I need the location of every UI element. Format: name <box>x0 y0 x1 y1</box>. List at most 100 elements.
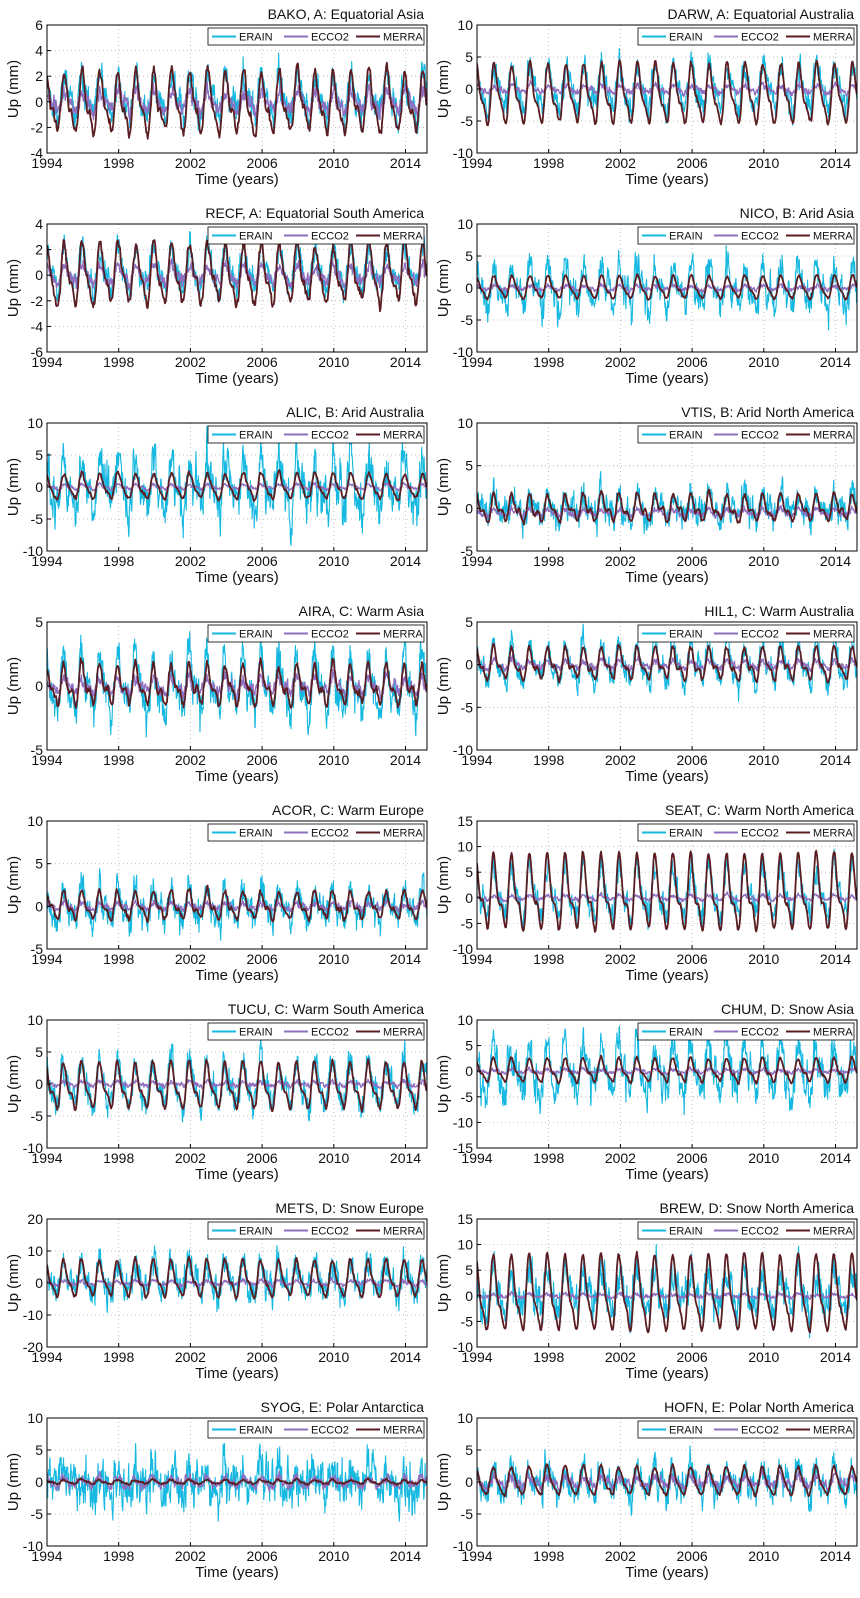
series-line-ecco2 <box>477 1290 857 1301</box>
x-tick-label: 1994 <box>461 752 492 768</box>
plot-area <box>477 423 857 551</box>
legend: ERAIN ECCO2 MERRA <box>207 226 425 245</box>
legend-label-merra: MERRA <box>383 1226 423 1238</box>
y-tick-label: 10 <box>457 216 473 232</box>
y-tick-label: 5 <box>35 614 43 630</box>
y-tick-label: -10 <box>453 941 473 957</box>
x-axis-label: Time (years) <box>625 569 709 586</box>
x-tick-label: 1994 <box>31 1349 62 1365</box>
x-tick-label: 2002 <box>605 155 636 171</box>
axes-box <box>46 24 428 154</box>
chart-title: TUCU, C: Warm South America <box>228 1001 425 1017</box>
legend: ERAIN ECCO2 MERRA <box>207 1022 425 1041</box>
x-tick-label: 2010 <box>748 752 779 768</box>
y-tick-label: -10 <box>453 1114 473 1130</box>
chart-panel-7: 1994 1998 2002 2006 2010 2014 -10 -5 0 5 Time (yea… <box>430 597 860 796</box>
series-line-ecco2 <box>47 81 427 121</box>
y-tick-label: 10 <box>457 415 473 431</box>
legend-label-merra: MERRA <box>813 828 853 840</box>
y-tick-label: 0 <box>35 267 43 283</box>
chart-panel-3: 1994 1998 2002 2006 2010 2014 -10 -5 0 5 10 Time (y… <box>430 199 860 398</box>
x-tick-label: 2014 <box>390 752 421 768</box>
y-tick-label: -5 <box>31 511 44 527</box>
legend: ERAIN ECCO2 MERRA <box>207 1221 425 1240</box>
x-tick-label: 2014 <box>390 155 421 171</box>
y-tick-label: 0 <box>35 898 43 914</box>
legend: ERAIN ECCO2 MERRA <box>207 425 425 444</box>
legend-box <box>207 1022 425 1041</box>
x-tick-label: 1994 <box>461 155 492 171</box>
x-tick-label: 2014 <box>390 1548 421 1564</box>
x-tick-label: 1998 <box>103 553 134 569</box>
legend: ERAIN ECCO2 MERRA <box>637 1221 855 1240</box>
y-tick-label: 0 <box>35 1076 43 1092</box>
y-tick-label: -5 <box>461 113 474 129</box>
y-tick-label: 15 <box>457 1211 473 1227</box>
y-tick-label: 0 <box>465 500 473 516</box>
x-tick-label: 2006 <box>677 1548 708 1564</box>
legend-box <box>637 226 855 245</box>
chart-title: VTIS, B: Arid North America <box>681 404 854 420</box>
plot-area <box>47 821 427 949</box>
x-tick-label: 2002 <box>175 1548 206 1564</box>
x-tick-label: 1998 <box>103 1150 134 1166</box>
series-line-ecco2 <box>477 282 857 294</box>
series-line-ecco2 <box>477 1065 857 1076</box>
x-tick-label: 1998 <box>103 1349 134 1365</box>
chart-title: ALIC, B: Arid Australia <box>286 404 424 420</box>
legend-label-ecco2: ECCO2 <box>311 828 349 840</box>
x-axis-label: Time (years) <box>625 171 709 188</box>
legend-label-merra: MERRA <box>813 629 853 641</box>
y-tick-label: 5 <box>465 1038 473 1054</box>
legend-box <box>207 226 425 245</box>
y-tick-label: 0 <box>35 1474 43 1490</box>
y-tick-label: -10 <box>453 145 473 161</box>
y-tick-label: 5 <box>465 248 473 264</box>
y-tick-label: -4 <box>31 145 44 161</box>
legend-label-merra: MERRA <box>383 629 423 641</box>
legend-label-erain: ERAIN <box>669 828 703 840</box>
x-tick-label: 2002 <box>605 1548 636 1564</box>
y-tick-label: 5 <box>35 856 43 872</box>
y-axis-label: Up (mm) <box>435 259 452 317</box>
chart-panel-15: 1994 1998 2002 2006 2010 2014 -10 -5 0 5 10 Time (y… <box>430 1393 860 1592</box>
x-tick-label: 1998 <box>533 951 564 967</box>
legend-label-merra: MERRA <box>813 32 853 44</box>
chart-svg: 1994 1998 2002 2006 2010 2014 -10 -5 0 5 10 Time (y… <box>435 1399 858 1581</box>
legend-label-erain: ERAIN <box>669 430 703 442</box>
legend-label-merra: MERRA <box>383 430 423 442</box>
legend-label-merra: MERRA <box>383 32 423 44</box>
y-axis-label: Up (mm) <box>5 259 22 317</box>
y-tick-label: 10 <box>457 1012 473 1028</box>
legend: ERAIN ECCO2 MERRA <box>207 1420 425 1439</box>
legend-label-erain: ERAIN <box>669 1425 703 1437</box>
axes-box <box>476 621 858 751</box>
y-tick-label: 10 <box>457 839 473 855</box>
x-tick-label: 1998 <box>103 1548 134 1564</box>
chart-panel-10: 1994 1998 2002 2006 2010 2014 -10 -5 0 5 10 Time (y… <box>0 995 430 1194</box>
axes-box <box>476 820 858 950</box>
x-tick-label: 1998 <box>533 155 564 171</box>
x-tick-label: 2010 <box>318 354 349 370</box>
series-line-ecco2 <box>477 654 857 673</box>
x-tick-label: 2014 <box>390 1150 421 1166</box>
x-tick-label: 2010 <box>318 553 349 569</box>
x-tick-label: 1998 <box>103 752 134 768</box>
legend-label-ecco2: ECCO2 <box>741 629 779 641</box>
chart-svg: 1994 1998 2002 2006 2010 2014 -10 -5 0 5 Time (yea… <box>435 603 858 785</box>
legend-label-ecco2: ECCO2 <box>741 430 779 442</box>
legend-label-merra: MERRA <box>813 231 853 243</box>
chart-svg: 1994 1998 2002 2006 2010 2014 -5 0 5 Time (years)… <box>5 603 428 785</box>
x-axis-label: Time (years) <box>625 768 709 785</box>
x-tick-label: 2014 <box>820 752 851 768</box>
series-line-erain <box>47 425 427 546</box>
legend-label-ecco2: ECCO2 <box>311 32 349 44</box>
chart-panel-9: 1994 1998 2002 2006 2010 2014 -10 -5 0 5 10 15 Time … <box>430 796 860 995</box>
x-tick-label: 1994 <box>461 354 492 370</box>
chart-title: ACOR, C: Warm Europe <box>272 802 424 818</box>
legend-label-erain: ERAIN <box>669 231 703 243</box>
y-tick-label: 4 <box>35 216 43 232</box>
legend: ERAIN ECCO2 MERRA <box>637 27 855 46</box>
x-tick-label: 2006 <box>677 155 708 171</box>
y-tick-label: 0 <box>465 1288 473 1304</box>
